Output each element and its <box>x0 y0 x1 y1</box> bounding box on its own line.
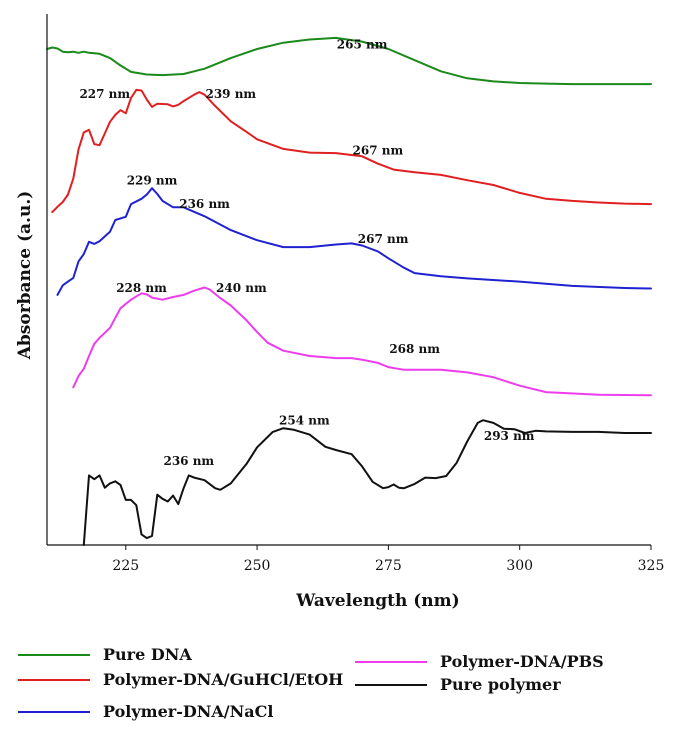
series-line-1 <box>51 88 652 214</box>
x-tick-label: 300 <box>506 558 533 574</box>
peak-label: 229 nm <box>127 173 178 187</box>
x-tick-label: 250 <box>244 558 271 574</box>
legend: Pure DNA Polymer-DNA/GuHCl/EtOH Polymer-DN… <box>18 645 604 721</box>
legend-label: Polymer-DNA/NaCl <box>103 702 273 721</box>
x-tick-label: 275 <box>375 558 402 574</box>
peak-label: 267 nm <box>358 232 409 246</box>
peak-label: 265 nm <box>337 38 388 52</box>
series-line-3 <box>72 286 652 397</box>
x-tick-label: 325 <box>638 558 665 574</box>
peak-label: 254 nm <box>279 413 330 427</box>
x-tick-label: 225 <box>112 558 139 574</box>
legend-label: Pure DNA <box>103 645 192 664</box>
y-axis-title: Absorbance (a.u.) <box>15 191 35 361</box>
plot-area <box>46 36 652 546</box>
peak-label: 268 nm <box>389 342 440 356</box>
peak-label: 236 nm <box>179 197 230 211</box>
series-line-4 <box>82 419 652 546</box>
series-line-2 <box>56 187 652 296</box>
peak-label: 227 nm <box>79 87 130 101</box>
peak-label: 239 nm <box>205 87 256 101</box>
axes <box>46 14 651 546</box>
peak-label: 240 nm <box>216 281 267 295</box>
x-axis-title: Wavelength (nm) <box>295 591 459 611</box>
legend-label: Polymer-DNA/PBS <box>440 652 604 671</box>
peak-label: 236 nm <box>163 454 214 468</box>
peak-label: 267 nm <box>353 144 404 158</box>
peak-label: 293 nm <box>484 429 535 443</box>
peak-label: 228 nm <box>116 281 167 295</box>
legend-label: Pure polymer <box>440 675 561 694</box>
series-line-0 <box>46 36 652 86</box>
x-ticks: 225 250 275 300 325 <box>112 545 664 574</box>
legend-label: Polymer-DNA/GuHCl/EtOH <box>103 670 343 689</box>
